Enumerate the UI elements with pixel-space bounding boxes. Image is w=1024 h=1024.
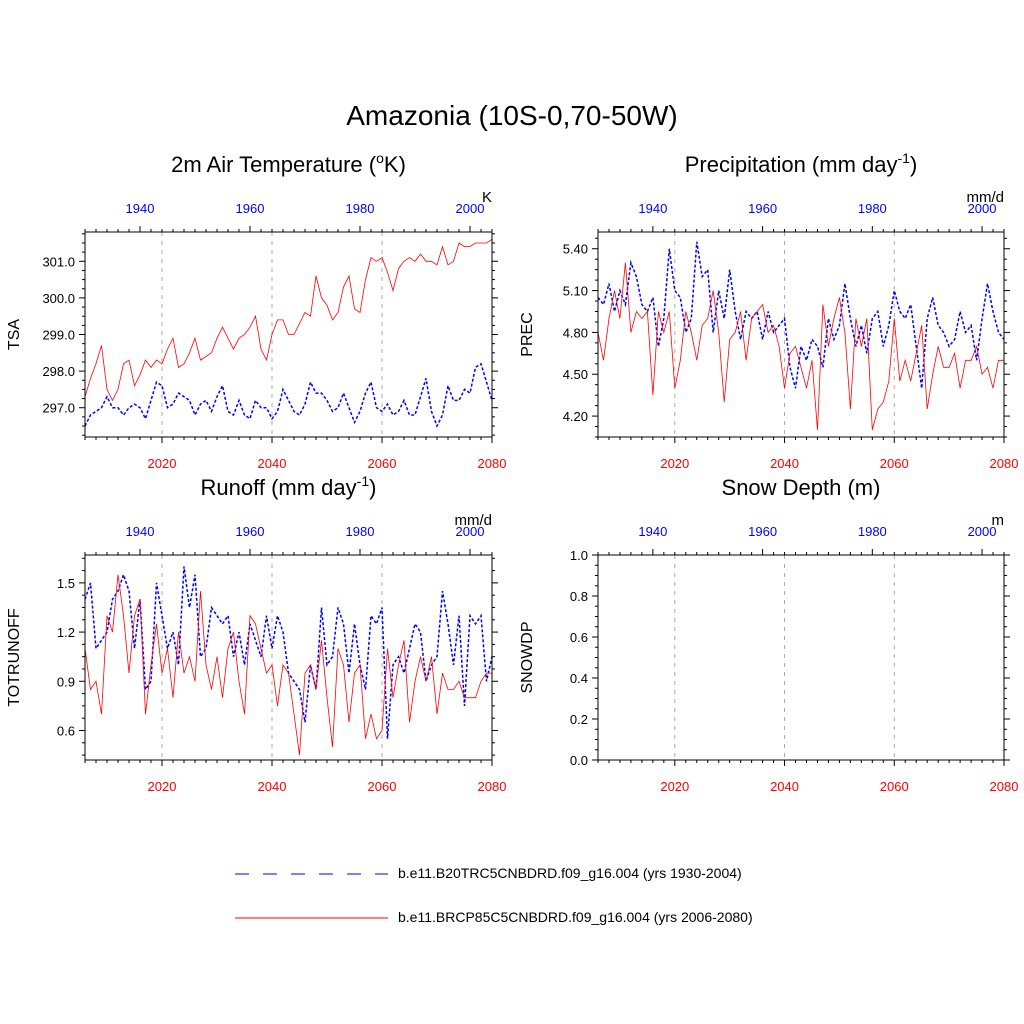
panel-snowdp: Snow Depth (m) m SNOWDP 0.0 0.2 0.4 0.6 0.8 1.0 2… xyxy=(519,475,1018,794)
unit-label: m xyxy=(992,512,1005,529)
series-historical-line xyxy=(84,362,493,428)
unit-label: mm/d xyxy=(967,189,1005,206)
y-tick-label: 1.2 xyxy=(57,625,75,640)
main-title: Amazonia (10S-0,70-50W) xyxy=(346,100,678,131)
x-top-tick-label: 1960 xyxy=(236,201,265,216)
plot-frame xyxy=(597,231,1005,438)
plot-frame xyxy=(597,554,1005,761)
y-tick-label: 0.4 xyxy=(570,671,588,686)
y-tick-label: 0.6 xyxy=(57,723,75,738)
x-bottom-tick-label: 2080 xyxy=(990,779,1019,794)
x-bottom-tick-label: 2080 xyxy=(990,456,1019,471)
panel-title: Snow Depth (m) xyxy=(722,475,881,500)
y-tick-label: 4.20 xyxy=(563,409,588,424)
x-top-tick-label: 2000 xyxy=(456,201,485,216)
series-future-line xyxy=(84,574,492,756)
x-bottom-tick-label: 2040 xyxy=(770,779,799,794)
series-historical-line xyxy=(597,241,1005,389)
x-top-tick-label: 1940 xyxy=(638,524,667,539)
y-tick-label: 298.0 xyxy=(42,364,75,379)
plot-frame xyxy=(84,554,493,761)
y-tick-label: 4.80 xyxy=(563,325,588,340)
x-top-tick-label: 1960 xyxy=(236,524,265,539)
x-top-tick-label: 1980 xyxy=(858,524,887,539)
y-tick-label: 301.0 xyxy=(42,254,75,269)
panel-title: Precipitation (mm day-1) xyxy=(685,150,918,177)
y-tick-label: 0.2 xyxy=(570,712,588,727)
y-axis-label: TOTRUNOFF xyxy=(6,608,23,707)
series-future-line xyxy=(597,262,1004,431)
series-historical-line xyxy=(84,566,493,739)
x-top-tick-label: 1960 xyxy=(748,201,777,216)
y-tick-label: 1.0 xyxy=(570,548,588,563)
x-bottom-tick-label: 2020 xyxy=(660,779,689,794)
x-top-tick-label: 2000 xyxy=(968,524,997,539)
x-top-tick-label: 1960 xyxy=(748,524,777,539)
y-axis-label: PREC xyxy=(519,312,536,356)
x-top-tick-label: 2000 xyxy=(456,524,485,539)
y-tick-label: 4.50 xyxy=(563,367,588,382)
x-top-tick-label: 1980 xyxy=(346,524,375,539)
y-tick-label: 297.0 xyxy=(42,401,75,416)
y-tick-label: 300.0 xyxy=(42,291,75,306)
panel-title: Runoff (mm day-1) xyxy=(201,473,377,500)
y-axis-label: SNOWDP xyxy=(519,622,536,694)
x-bottom-tick-label: 2060 xyxy=(880,456,909,471)
y-tick-label: 5.10 xyxy=(563,284,588,299)
x-bottom-tick-label: 2020 xyxy=(148,779,177,794)
unit-label: mm/d xyxy=(455,512,493,529)
panel-prec: Precipitation (mm day-1) mm/d PREC 4.20 4.50… xyxy=(519,150,1018,471)
x-bottom-tick-label: 2040 xyxy=(258,456,287,471)
x-bottom-tick-label: 2060 xyxy=(368,779,397,794)
panel-totrunoff: Runoff (mm day-1) mm/d TOTRUNOFF 0.6 0.9 1.2 1… xyxy=(6,473,506,794)
panel-title: 2m Air Temperature (oK) xyxy=(171,150,406,177)
x-top-tick-label: 1940 xyxy=(638,201,667,216)
y-tick-label: 1.5 xyxy=(57,576,75,591)
y-tick-label: 299.0 xyxy=(42,328,75,343)
y-tick-label: 5.40 xyxy=(563,242,588,257)
y-tick-label: 0.6 xyxy=(570,630,588,645)
x-top-tick-label: 1980 xyxy=(346,201,375,216)
x-bottom-tick-label: 2060 xyxy=(368,456,397,471)
x-bottom-tick-label: 2040 xyxy=(770,456,799,471)
x-bottom-tick-label: 2020 xyxy=(660,456,689,471)
x-bottom-tick-label: 2020 xyxy=(148,456,177,471)
unit-label: K xyxy=(482,189,492,206)
y-tick-label: 0.0 xyxy=(570,753,588,768)
x-bottom-tick-label: 2040 xyxy=(258,779,287,794)
y-axis-label: TSA xyxy=(6,319,23,350)
y-tick-label: 0.9 xyxy=(57,674,75,689)
panel-tsa: 2m Air Temperature (oK) K TSA 297.0 298.0 299… xyxy=(6,150,506,471)
x-top-tick-label: 1940 xyxy=(126,524,155,539)
x-top-tick-label: 1940 xyxy=(126,201,155,216)
y-tick-label: 0.8 xyxy=(570,589,588,604)
x-top-tick-label: 2000 xyxy=(968,201,997,216)
x-bottom-tick-label: 2080 xyxy=(478,456,507,471)
x-bottom-tick-label: 2080 xyxy=(478,779,507,794)
series-future-line xyxy=(84,238,493,402)
x-bottom-tick-label: 2060 xyxy=(880,779,909,794)
x-top-tick-label: 1980 xyxy=(858,201,887,216)
